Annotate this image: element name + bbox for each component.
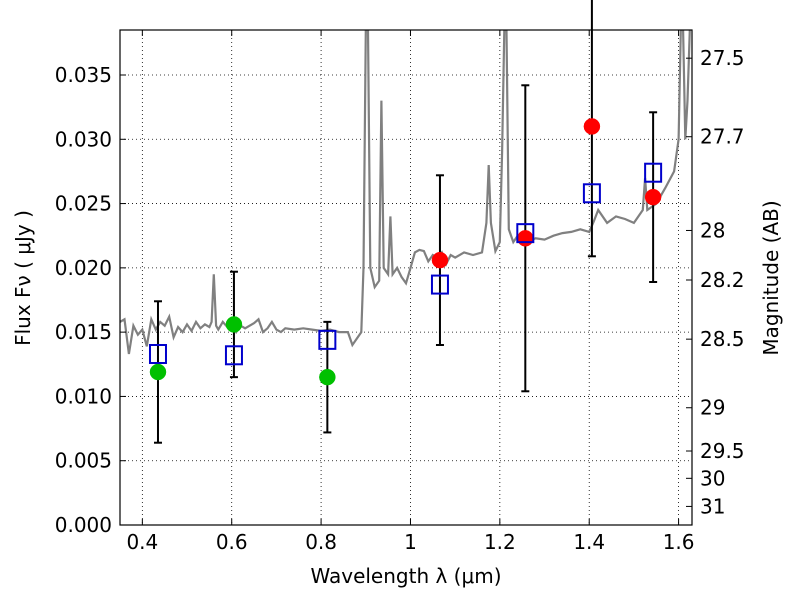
x-tick-label: 1 [404,530,417,554]
observed-point [517,230,534,247]
right-tick-label: 30 [700,466,725,490]
x-tick-label: 0.4 [126,530,158,554]
x-tick-label: 1.6 [663,530,695,554]
x-axis-label: Wavelength λ (μm) [310,564,501,588]
y-tick-label: 0.025 [55,192,112,216]
right-tick-label: 27.7 [700,125,745,149]
y-axis-label: Flux Fν ( μJy ) [11,210,35,346]
model-point [582,183,601,204]
model-spectrum-line [120,30,691,355]
y-tick-label: 0.030 [55,127,112,151]
x-tick-label: 0.6 [216,530,248,554]
observed-point [225,316,243,333]
right-tick-label: 27.5 [700,46,745,70]
observed-point [644,188,662,206]
model-points [148,162,663,366]
observed-point [149,363,167,381]
y-axis-ticks: 0.000 0.005 0.010 0.015 0.020 0.025 0.030 0.035 [55,63,126,537]
model-point [224,345,243,366]
observed-point [583,118,601,135]
right-tick-label: 29 [700,396,725,420]
model-point [148,344,167,364]
right-tick-label: 28.5 [700,327,745,351]
plot-frame [119,29,693,526]
model-point [318,329,337,350]
right-axis-ticks: 27.5 27.7 28 28.2 28.5 29 29.5 30 31 [686,46,745,518]
observed-point [431,251,449,269]
y-tick-label: 0.005 [55,449,112,473]
y-tick-label: 0.035 [55,63,112,87]
plot-background [120,30,692,525]
observed-points [149,118,662,386]
right-tick-label: 29.5 [700,439,745,463]
y-tick-label: 0.015 [55,320,112,344]
model-point [644,162,663,183]
right-axis-label: Magnitude (AB) [759,200,783,355]
right-tick-label: 31 [700,494,725,518]
y-tick-label: 0.010 [55,384,112,408]
x-tick-label: 1.2 [484,530,516,554]
x-tick-label: 0.8 [305,530,337,554]
right-tick-label: 28.2 [700,268,745,292]
model-point [430,274,449,295]
x-axis-ticks: 0.4 0.6 0.8 1 1.2 1.4 1.6 [126,30,695,554]
y-tick-label: 0.000 [55,513,112,537]
observed-point [319,368,336,386]
x-tick-label: 1.4 [573,530,605,554]
right-tick-label: 28 [700,218,725,242]
model-point [516,223,535,244]
y-tick-label: 0.020 [55,256,112,280]
